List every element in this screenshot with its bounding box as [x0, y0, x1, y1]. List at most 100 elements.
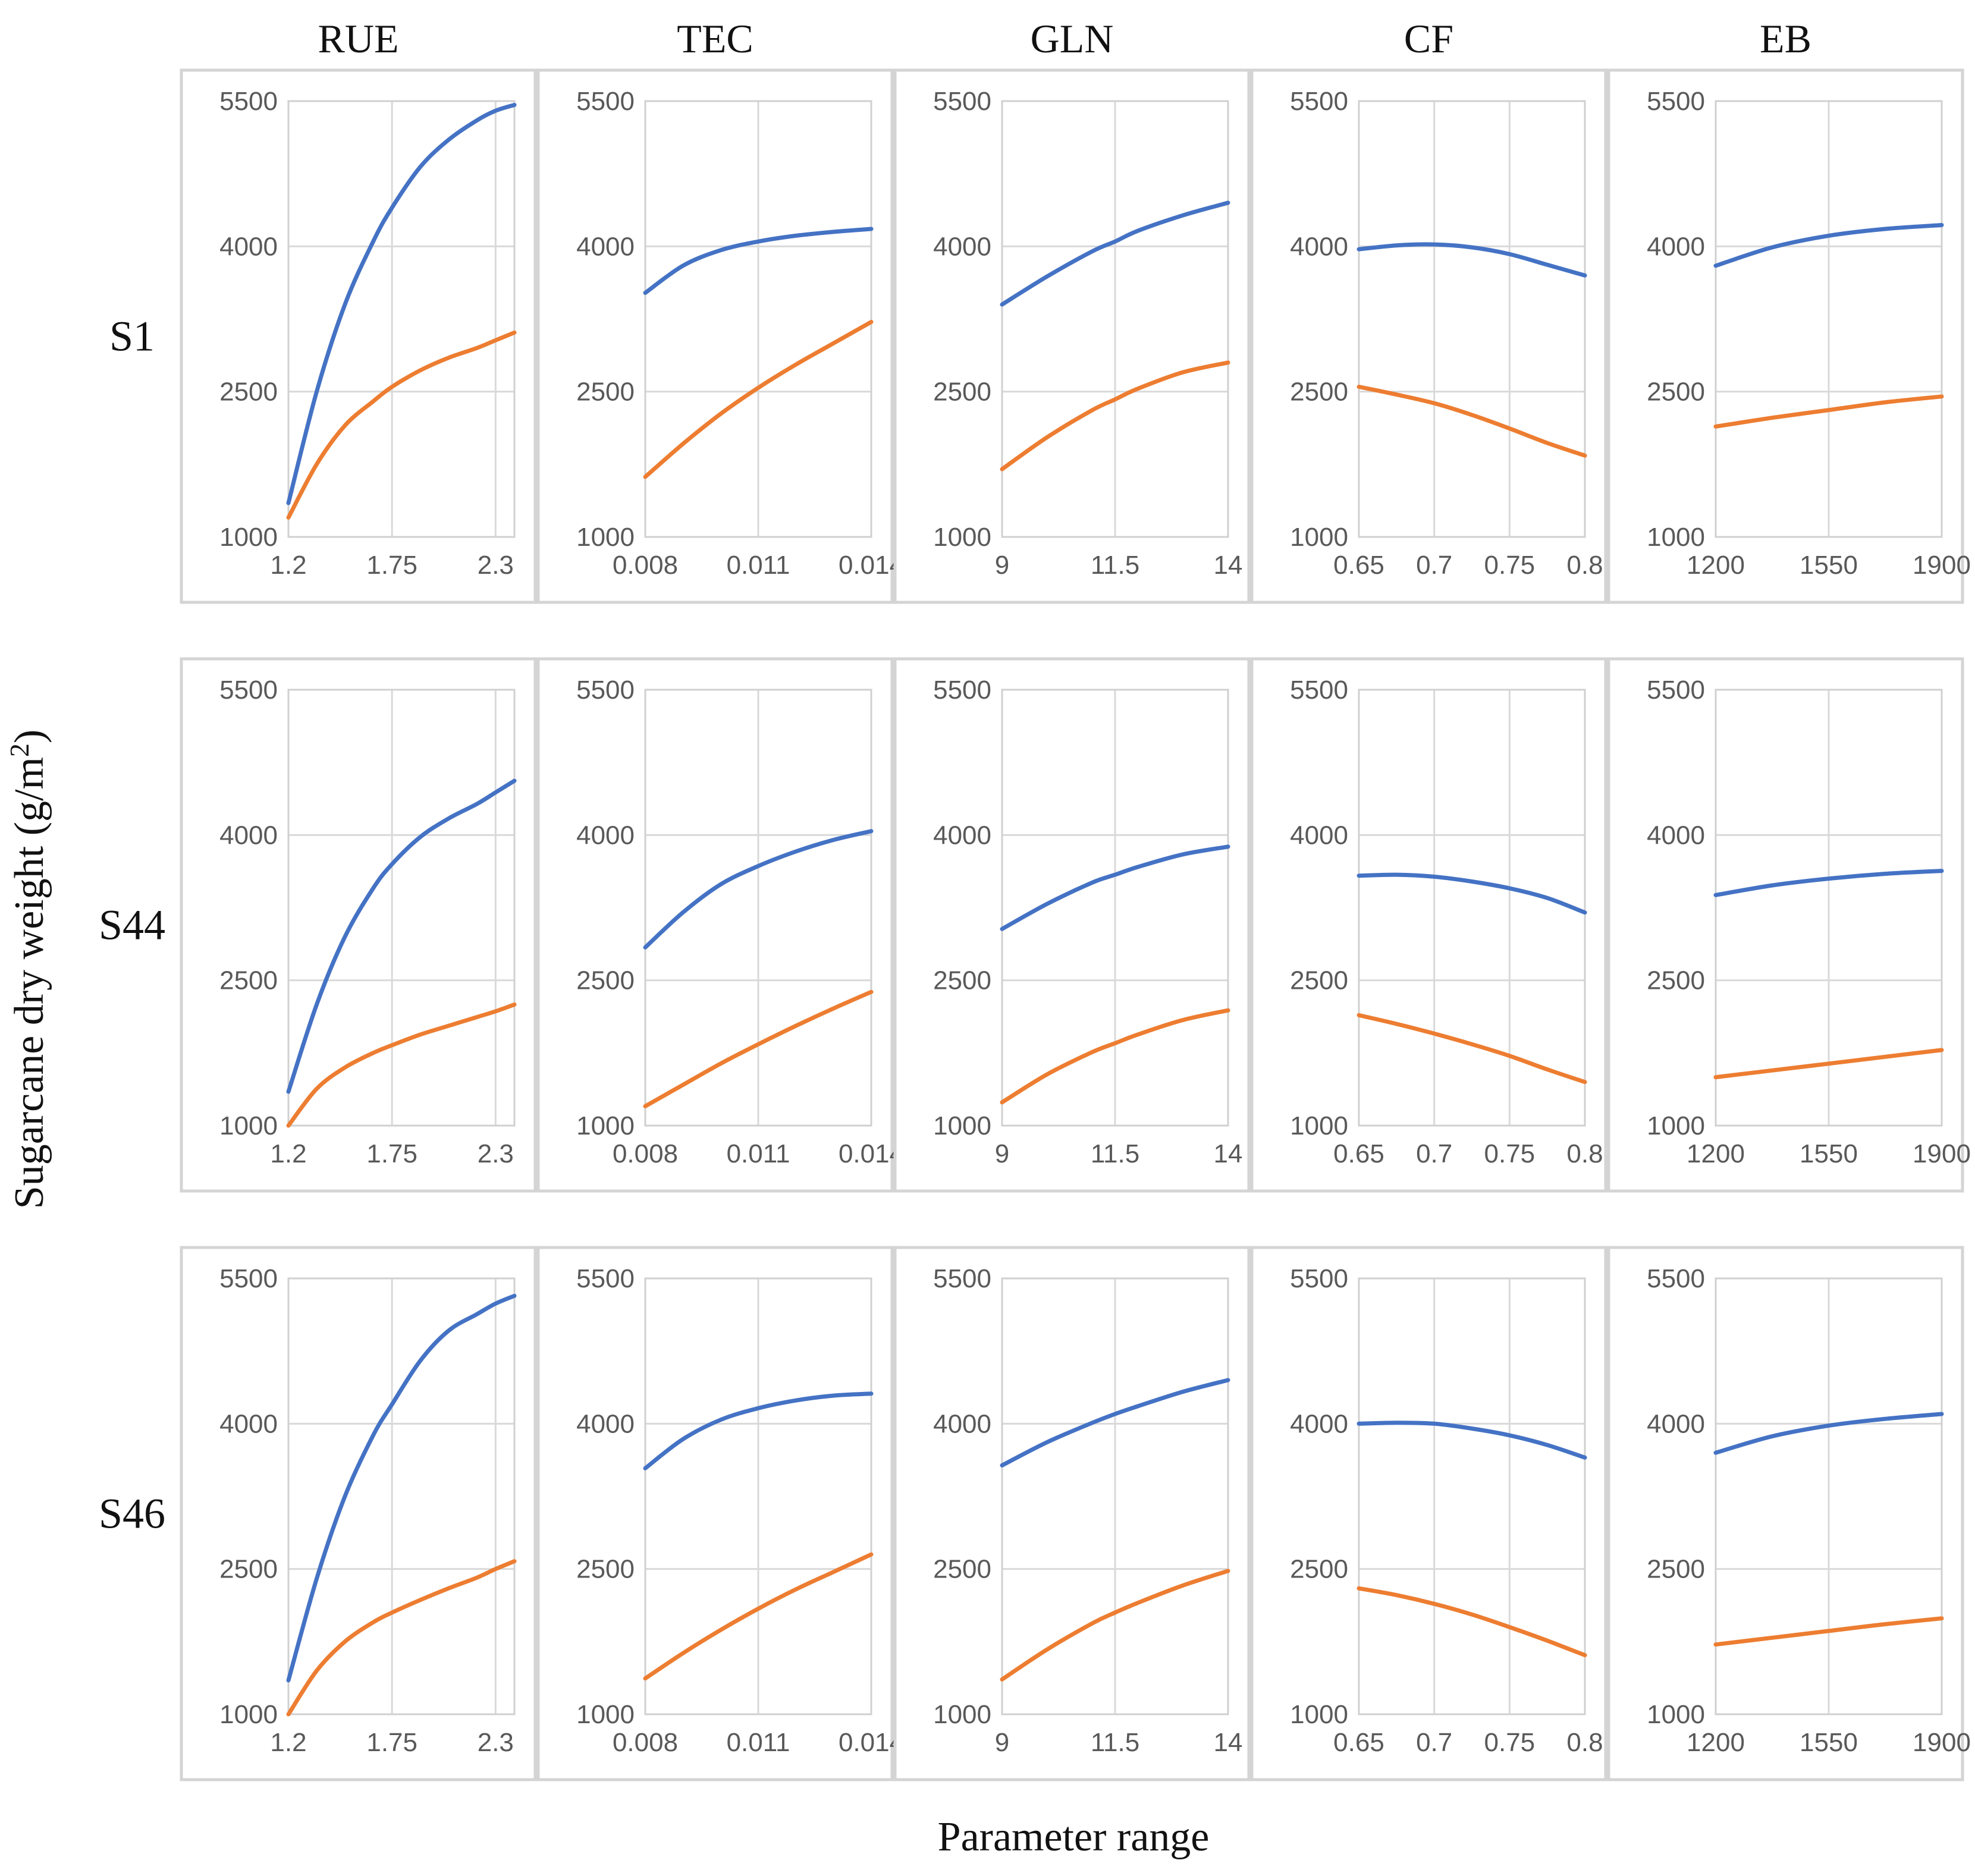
y-tick-label: 5500	[1290, 87, 1348, 116]
plot-area	[1715, 1277, 1943, 1715]
y-tick-label: 2500	[933, 378, 991, 407]
y-tick-label: 4000	[219, 1409, 278, 1438]
series-line-orange	[643, 319, 874, 479]
panel-grid: 1000 2500 4000 5500 1.2 1.75 2.3 1000 2500 4000 55…	[180, 68, 1971, 1781]
series-line-blue	[1357, 1421, 1587, 1460]
y-tick-label: 1000	[576, 1700, 635, 1729]
x-tick-label: 0.014	[839, 1728, 904, 1757]
x-tick-label: 0.014	[839, 551, 904, 580]
column-title-cf: CF	[1404, 16, 1453, 61]
x-tick-label: 11.5	[1091, 1139, 1139, 1168]
y-tick-label: 1000	[933, 523, 991, 552]
y-tick-label: 1000	[219, 523, 278, 552]
y-tick-label: 2500	[1647, 378, 1705, 407]
plot-area	[287, 689, 516, 1127]
y-tick-label: 2500	[219, 966, 278, 995]
series-line-orange	[1000, 360, 1230, 472]
y-tick-label: 4000	[933, 821, 991, 850]
panel-border	[536, 1246, 894, 1781]
y-tick-label: 4000	[1647, 821, 1705, 850]
series-line-orange	[286, 330, 517, 520]
x-tick-label: 1.75	[366, 1139, 417, 1168]
x-tick-label: 0.008	[613, 551, 678, 580]
y-tick-label: 5500	[1647, 1264, 1705, 1293]
series-line-blue	[1713, 1412, 1944, 1455]
x-tick-label: 14	[1214, 551, 1243, 580]
y-tick-label: 1000	[576, 523, 635, 552]
y-tick-label: 5500	[219, 675, 278, 705]
series-line-orange	[1357, 385, 1587, 458]
x-tick-label: 1900	[1913, 1728, 1971, 1757]
x-tick-label: 1.75	[366, 1728, 417, 1757]
series-line-orange	[286, 1002, 517, 1128]
x-tick-label: 9	[995, 1139, 1009, 1168]
panel-border	[1250, 68, 1607, 604]
column-titles: RUE TEC GLN CF EB	[318, 16, 1811, 61]
panel-s46-cf: 1000 2500 4000 5500 0.65 0.7 0.75 0.8	[1250, 1246, 1607, 1781]
y-tick-label: 5500	[576, 675, 635, 705]
y-tick-label: 4000	[933, 232, 991, 261]
x-tick-label: 9	[995, 551, 1009, 580]
x-tick-label: 14	[1214, 1728, 1243, 1757]
y-tick-label: 4000	[576, 821, 635, 850]
y-tick-label: 1000	[933, 1111, 991, 1140]
panel-border	[1250, 1246, 1607, 1781]
y-tick-label: 2500	[1647, 966, 1705, 995]
x-tick-label: 1200	[1687, 551, 1745, 580]
panel-s44-gln: 1000 2500 4000 5500 9 11.5 14	[893, 657, 1251, 1193]
x-tick-label: 1.2	[270, 1139, 306, 1168]
y-tick-label: 5500	[1647, 675, 1705, 705]
y-tick-label: 2500	[933, 1555, 991, 1584]
column-title-eb: EB	[1760, 16, 1811, 61]
panel-s1-rue: 1000 2500 4000 5500 1.2 1.75 2.3	[180, 68, 537, 604]
y-tick-label: 2500	[576, 378, 635, 407]
series-line-orange	[643, 989, 874, 1108]
x-tick-label: 0.65	[1333, 551, 1384, 580]
y-axis-title-main: Sugarcane dry weight (g/m	[7, 757, 52, 1209]
panel-s1-cf: 1000 2500 4000 5500 0.65 0.7 0.75 0.8	[1250, 68, 1607, 604]
y-tick-label: 2500	[576, 966, 635, 995]
x-tick-label: 0.008	[613, 1139, 678, 1168]
x-tick-label: 9	[995, 1728, 1009, 1757]
panel-s44-rue: 1000 2500 4000 5500 1.2 1.75 2.3	[180, 657, 537, 1193]
y-tick-label: 4000	[219, 821, 278, 850]
x-tick-label: 1.75	[366, 551, 417, 580]
series-line-blue	[286, 103, 517, 505]
y-tick-label: 1000	[1647, 523, 1705, 552]
y-tick-label: 5500	[576, 1264, 635, 1293]
x-tick-label: 2.3	[478, 551, 514, 580]
panel-s44-tec: 1000 2500 4000 5500 0.008 0.011 0.014	[536, 657, 904, 1193]
series-line-blue	[286, 778, 517, 1094]
x-tick-label: 0.65	[1333, 1728, 1384, 1757]
y-tick-label: 1000	[1290, 1111, 1348, 1140]
panel-border	[1607, 657, 1964, 1193]
y-tick-label: 2500	[933, 966, 991, 995]
panel-border	[1607, 1246, 1964, 1781]
plot-area	[644, 689, 872, 1127]
panel-border	[180, 68, 537, 604]
y-axis-title: Sugarcane dry weight (g/m2)	[4, 730, 52, 1209]
y-tick-label: 2500	[576, 1555, 635, 1584]
column-title-rue: RUE	[318, 16, 399, 61]
x-tick-label: 0.011	[727, 1728, 790, 1757]
row-title-s46: S46	[99, 1490, 165, 1538]
y-tick-label: 4000	[576, 232, 635, 261]
y-axis-title-close: )	[7, 730, 52, 743]
y-tick-label: 2500	[219, 1555, 278, 1584]
plot-area	[1715, 689, 1943, 1127]
row-titles: S1 S44 S46	[99, 313, 165, 1538]
plot-area	[644, 100, 872, 538]
y-tick-label: 2500	[1290, 966, 1348, 995]
y-axis-title-superscript: 2	[4, 743, 34, 757]
x-tick-label: 1200	[1687, 1139, 1745, 1168]
plot-area	[287, 1277, 516, 1715]
x-tick-label: 1.2	[270, 551, 306, 580]
x-tick-label: 1550	[1800, 551, 1858, 580]
y-tick-label: 4000	[1647, 1409, 1705, 1438]
y-tick-label: 2500	[1647, 1555, 1705, 1584]
plot-area	[1358, 1277, 1586, 1715]
row-title-s44: S44	[99, 901, 165, 949]
y-tick-label: 2500	[1290, 1555, 1348, 1584]
series-line-orange	[1713, 394, 1944, 429]
